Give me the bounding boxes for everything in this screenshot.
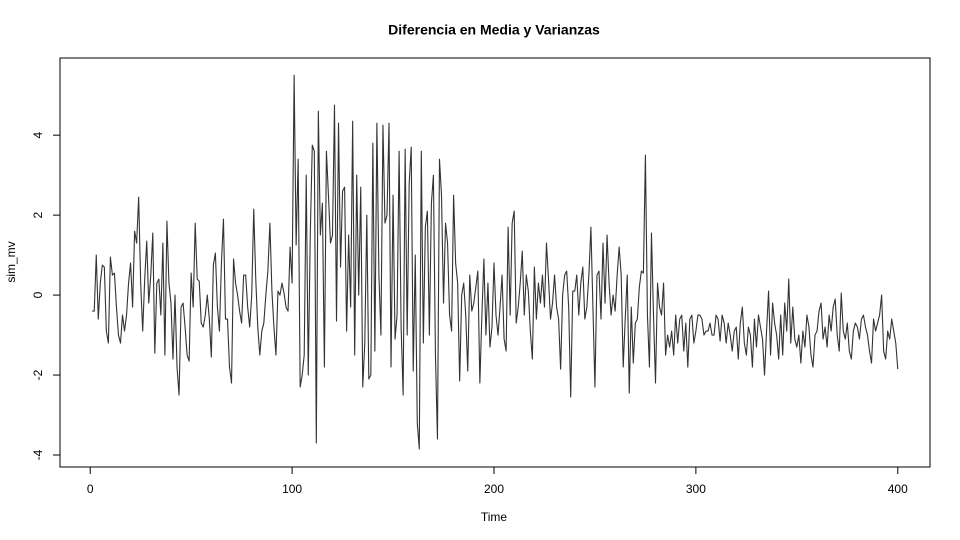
x-tick-label: 400 <box>888 482 908 496</box>
x-axis-label: Time <box>481 510 508 524</box>
y-tick-label: -2 <box>31 369 45 380</box>
y-tick-label: -4 <box>31 449 45 460</box>
y-tick-label: 0 <box>31 291 45 298</box>
chart-title: Diferencia en Media y Varianzas <box>388 22 600 38</box>
y-axis-label: sim_mv <box>4 241 18 282</box>
x-tick-label: 200 <box>484 482 504 496</box>
series-line <box>92 74 899 450</box>
x-tick-label: 300 <box>686 482 706 496</box>
y-tick-label: 4 <box>31 132 45 139</box>
x-tick-label: 100 <box>282 482 302 496</box>
y-tick-label: 2 <box>31 211 45 218</box>
x-tick-label: 0 <box>87 482 94 496</box>
